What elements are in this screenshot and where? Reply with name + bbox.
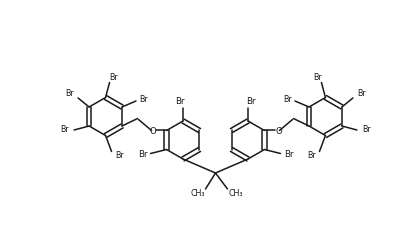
Text: Br: Br: [140, 95, 148, 103]
Text: Br: Br: [307, 151, 316, 160]
Text: CH₃: CH₃: [190, 188, 205, 197]
Text: O: O: [275, 127, 282, 136]
Text: O: O: [149, 127, 156, 136]
Text: Br: Br: [283, 95, 291, 103]
Text: CH₃: CH₃: [228, 188, 243, 197]
Text: Br: Br: [358, 89, 366, 98]
Text: Br: Br: [65, 89, 73, 98]
Text: Br: Br: [175, 97, 185, 106]
Text: Br: Br: [115, 151, 124, 160]
Text: Br: Br: [60, 125, 68, 135]
Text: Br: Br: [313, 73, 322, 82]
Text: Br: Br: [138, 150, 147, 159]
Text: Br: Br: [246, 97, 256, 106]
Text: Br: Br: [284, 150, 293, 159]
Text: Br: Br: [109, 73, 118, 82]
Text: Br: Br: [362, 125, 371, 135]
